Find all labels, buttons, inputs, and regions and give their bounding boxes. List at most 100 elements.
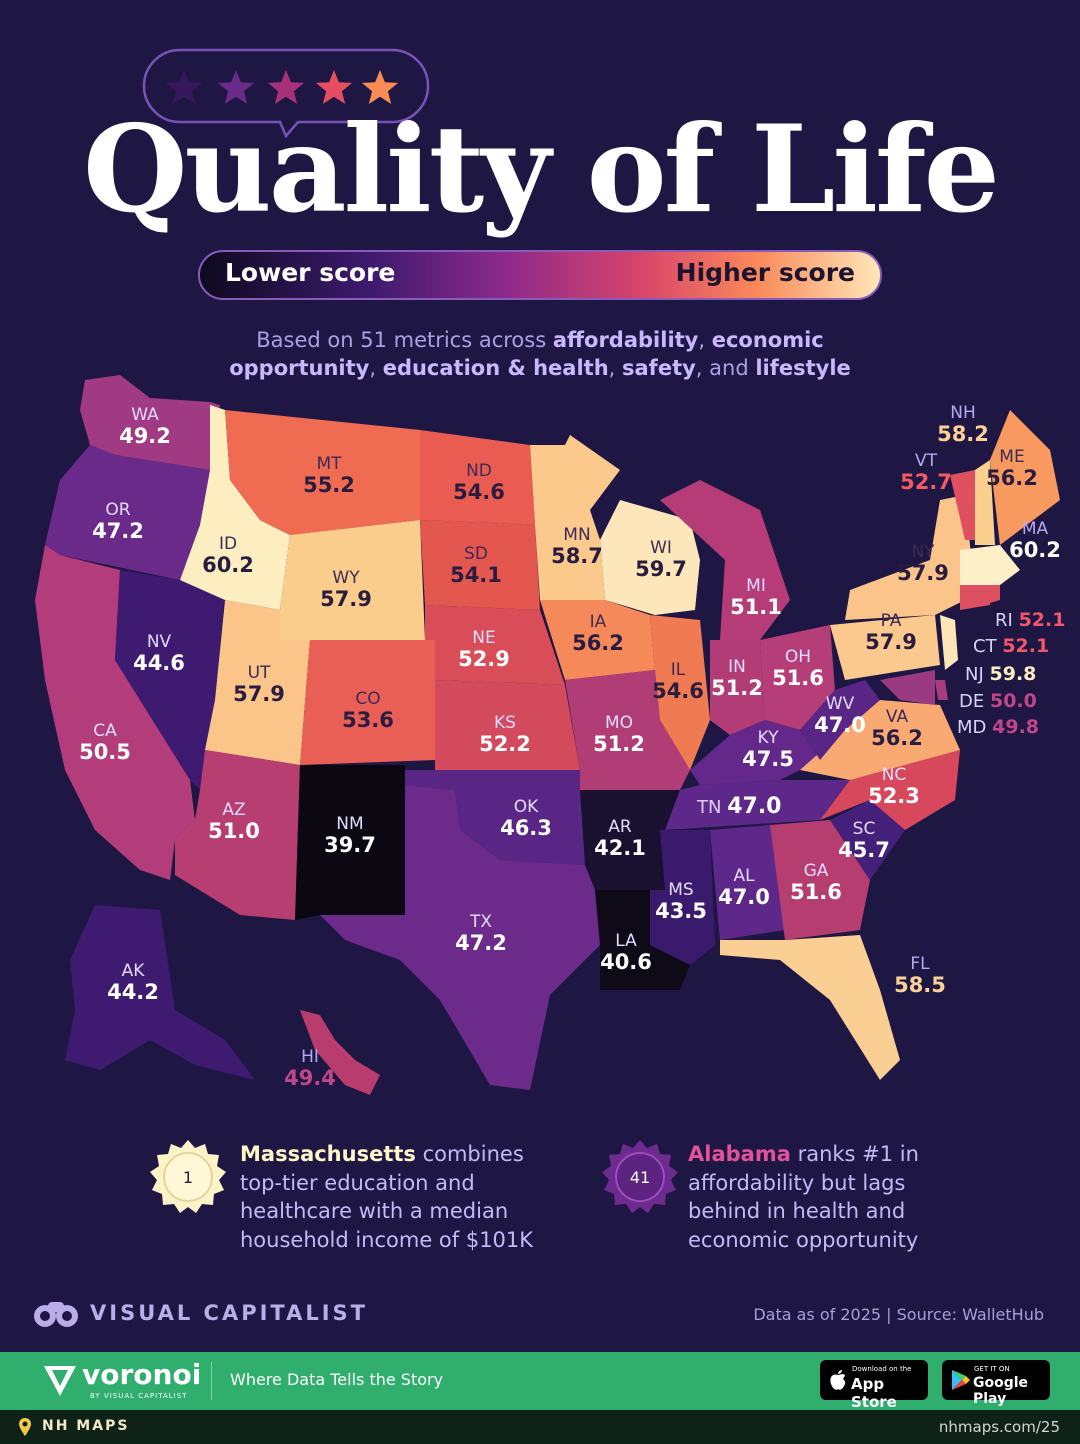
note-line: ranks #1 in [790, 1142, 919, 1166]
note-line: household income of $101K [240, 1227, 534, 1252]
legend-high-label: Higher score [675, 258, 855, 287]
state-oh [760, 625, 835, 730]
state-score: 42.1 [594, 835, 646, 860]
state-label-il: IL 54.6 [643, 661, 713, 703]
subtitle-affordability: affordability [552, 328, 699, 352]
legend-low-label: Lower score [225, 258, 396, 287]
state-abbr: AL [733, 866, 755, 886]
subtitle-safety: safety [622, 356, 696, 380]
state-label-ga: GA 51.6 [781, 862, 851, 904]
state-abbr: NV [146, 632, 172, 652]
star-icon [267, 70, 305, 104]
rank-badge-icon: 1 [150, 1140, 226, 1213]
state-abbr: CT [973, 636, 997, 657]
state-md [880, 670, 935, 705]
state-label-wv: WV 47.0 [805, 695, 875, 737]
state-abbr: OR [105, 500, 131, 520]
google-play-big: Google Play [973, 1375, 1029, 1407]
state-al [710, 825, 785, 940]
state-nv [115, 570, 225, 790]
state-ct [960, 585, 990, 610]
state-ri [990, 585, 1000, 603]
state-abbr: PA [880, 611, 902, 631]
state-vt [950, 470, 975, 540]
google-play-button[interactable]: GET IT ON Google Play [942, 1360, 1050, 1407]
app-store-button[interactable]: Download on the App Store [820, 1360, 928, 1411]
state-label-ia: IA 56.2 [563, 613, 633, 655]
state-abbr: NC [881, 765, 907, 785]
subtitle-education-health: education & health [382, 356, 609, 380]
app-store-big: App Store [851, 1375, 897, 1411]
state-tn [665, 780, 850, 830]
voronoi-logo-sub: BY VISUAL CAPITALIST [90, 1392, 188, 1400]
color-legend-bar [198, 250, 882, 300]
note-line: top-tier education and [240, 1170, 475, 1195]
state-ks [435, 680, 580, 770]
state-abbr: AZ [222, 800, 246, 820]
state-label-hi: HI 49.4 [275, 1048, 345, 1090]
state-abbr: RI [995, 610, 1013, 631]
star-icon [315, 70, 353, 104]
state-me [990, 410, 1060, 545]
state-score: 58.7 [551, 543, 603, 568]
state-label-md: MD 49.8 [957, 716, 1039, 738]
state-score: 51.1 [730, 594, 782, 619]
note-bold: Alabama [688, 1142, 791, 1166]
state-label-oh: OH 51.6 [763, 648, 833, 690]
footer-tagline: Where Data Tells the Story [230, 1370, 444, 1389]
brand-name: VISUAL CAPITALIST [90, 1301, 369, 1325]
state-abbr: MO [604, 713, 634, 733]
state-abbr: MI [746, 576, 766, 596]
subtitle-text: , [369, 356, 383, 380]
state-label-pa: PA 57.9 [856, 612, 926, 654]
state-mn [530, 435, 620, 600]
state-label-nj: NJ 59.8 [965, 663, 1036, 685]
state-score: 56.2 [871, 725, 923, 750]
state-abbr: WY [332, 568, 360, 588]
bottom-left-label: NH MAPS [42, 1418, 130, 1434]
state-label-ok: OK 46.3 [491, 798, 561, 840]
state-score: 49.2 [119, 423, 171, 448]
state-label-wa: WA 49.2 [110, 406, 180, 448]
state-abbr: DE [959, 691, 985, 712]
state-ak [65, 905, 255, 1080]
state-wa [80, 375, 220, 470]
state-id [180, 405, 290, 610]
state-score: 57.9 [897, 560, 949, 585]
us-map [35, 375, 1060, 1095]
state-pa [830, 615, 940, 680]
state-co [300, 640, 435, 765]
subtitle-text: , and [695, 356, 756, 380]
bottom-right-link[interactable]: nhmaps.com/25 [938, 1418, 1060, 1436]
star-icon [165, 70, 203, 104]
state-score: 58.2 [937, 421, 989, 446]
google-play-icon [952, 1370, 970, 1390]
rank-number: 41 [630, 1168, 650, 1187]
state-score: 43.5 [655, 898, 707, 923]
state-score: 55.2 [303, 472, 355, 497]
state-score: 52.2 [479, 731, 531, 756]
state-ok [405, 770, 585, 865]
state-label-nh: NH 58.2 [923, 404, 1003, 446]
state-ia [540, 600, 655, 680]
state-score: 40.6 [600, 949, 652, 974]
state-label-az: AZ 51.0 [199, 801, 269, 843]
state-nh [975, 460, 995, 545]
state-score: 45.7 [838, 837, 890, 862]
state-score: 54.6 [652, 678, 704, 703]
note-bold: Massachusetts [240, 1142, 416, 1166]
footer-bar: voronoi BY VISUAL CAPITALIST Where Data … [0, 1352, 1080, 1411]
state-wi [600, 500, 700, 615]
state-label-mt: MT 55.2 [294, 455, 364, 497]
state-label-nc: NC 52.3 [859, 766, 929, 808]
state-score: 51.2 [593, 731, 645, 756]
state-sd [420, 520, 540, 610]
state-score: 58.5 [894, 972, 946, 997]
state-label-ma: MA 60.2 [1000, 520, 1070, 562]
state-abbr: IN [728, 657, 746, 677]
state-score: 54.1 [450, 562, 502, 587]
state-score: 44.2 [107, 979, 159, 1004]
state-score: 52.7 [900, 469, 952, 494]
source-note: Data as of 2025 | Source: WalletHub [753, 1305, 1044, 1324]
state-score: 54.6 [453, 479, 505, 504]
